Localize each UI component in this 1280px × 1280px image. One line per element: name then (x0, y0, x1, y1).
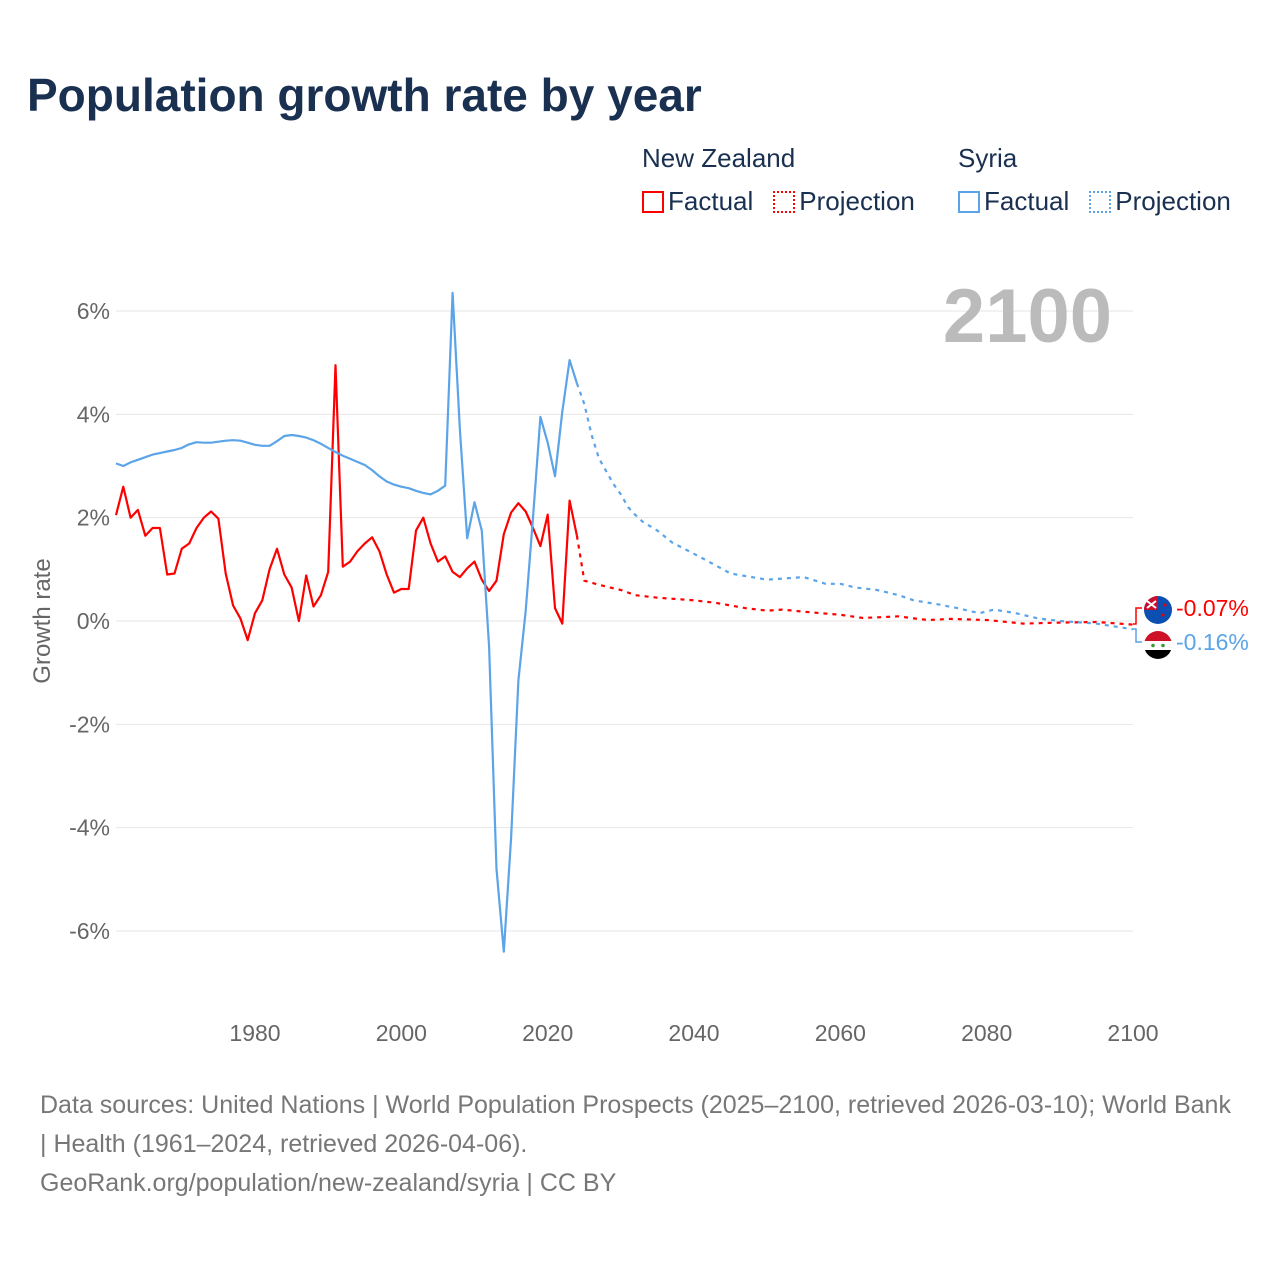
data-sources: Data sources: United Nations | World Pop… (40, 1091, 1231, 1158)
y-tick-label: 0% (77, 608, 110, 634)
x-tick-label: 2080 (961, 1020, 1012, 1046)
x-tick-label: 2020 (522, 1020, 573, 1046)
year-indicator: 2100 (943, 274, 1112, 359)
syria-end-value: -0.16% (1176, 629, 1249, 655)
syria-flag-icon (1144, 631, 1172, 659)
y-tick-label: 4% (77, 401, 110, 427)
line-chart: 6% 4% 2% 0% -2% -4% -6% 1980 2000 2020 2040 2060 208… (29, 274, 1249, 1046)
legend-swatch (642, 190, 664, 213)
legend-item-nz-projection[interactable]: Projection (773, 186, 915, 217)
legend-title: Syria (958, 143, 1018, 173)
x-tick-label: 1980 (229, 1020, 280, 1046)
x-tick-label: 2060 (815, 1020, 866, 1046)
legend-swatch (958, 190, 980, 213)
legend-syria: Syria Factual Projection (958, 143, 1245, 217)
legend-swatch (1089, 190, 1112, 213)
nz-end-value: -0.07% (1176, 595, 1249, 621)
y-tick-label: -4% (69, 815, 110, 841)
syria-projection-line (575, 382, 1134, 631)
source-note: Data sources: United Nations | World Pop… (40, 1086, 1240, 1203)
legend-item-syria-factual[interactable]: Factual (958, 186, 1069, 217)
x-tick-label: 2100 (1107, 1020, 1158, 1046)
attribution-link[interactable]: GeoRank.org/population/new-zealand/syria… (40, 1169, 617, 1197)
y-tick-label: -2% (69, 711, 110, 737)
y-tick-label: -6% (69, 918, 110, 944)
nz-connector (1133, 607, 1142, 625)
legend-item-nz-factual[interactable]: Factual (642, 186, 753, 217)
y-tick-label: 6% (77, 298, 110, 324)
y-tick-label: 2% (77, 505, 110, 531)
new-zealand-flag-icon (1144, 596, 1172, 624)
chart-title: Population growth rate by year (27, 69, 702, 121)
legend-label: Projection (1115, 186, 1231, 216)
x-tick-label: 2000 (376, 1020, 427, 1046)
syria-factual-line (115, 291, 578, 953)
new-zealand-factual-line (114, 364, 578, 642)
legend-swatch (773, 190, 796, 213)
legend-title: New Zealand (642, 143, 796, 173)
legend-label: Projection (799, 186, 915, 216)
syria-connector (1133, 628, 1142, 643)
y-axis-label: Growth rate (29, 558, 56, 683)
legend-label: Factual (668, 186, 754, 216)
legend-new-zealand: New Zealand Factual Projection (642, 143, 929, 217)
legend-item-syria-projection[interactable]: Projection (1089, 186, 1231, 217)
new-zealand-projection-line (575, 535, 1134, 626)
x-tick-label: 2040 (668, 1020, 719, 1046)
legend-label: Factual (984, 186, 1070, 216)
